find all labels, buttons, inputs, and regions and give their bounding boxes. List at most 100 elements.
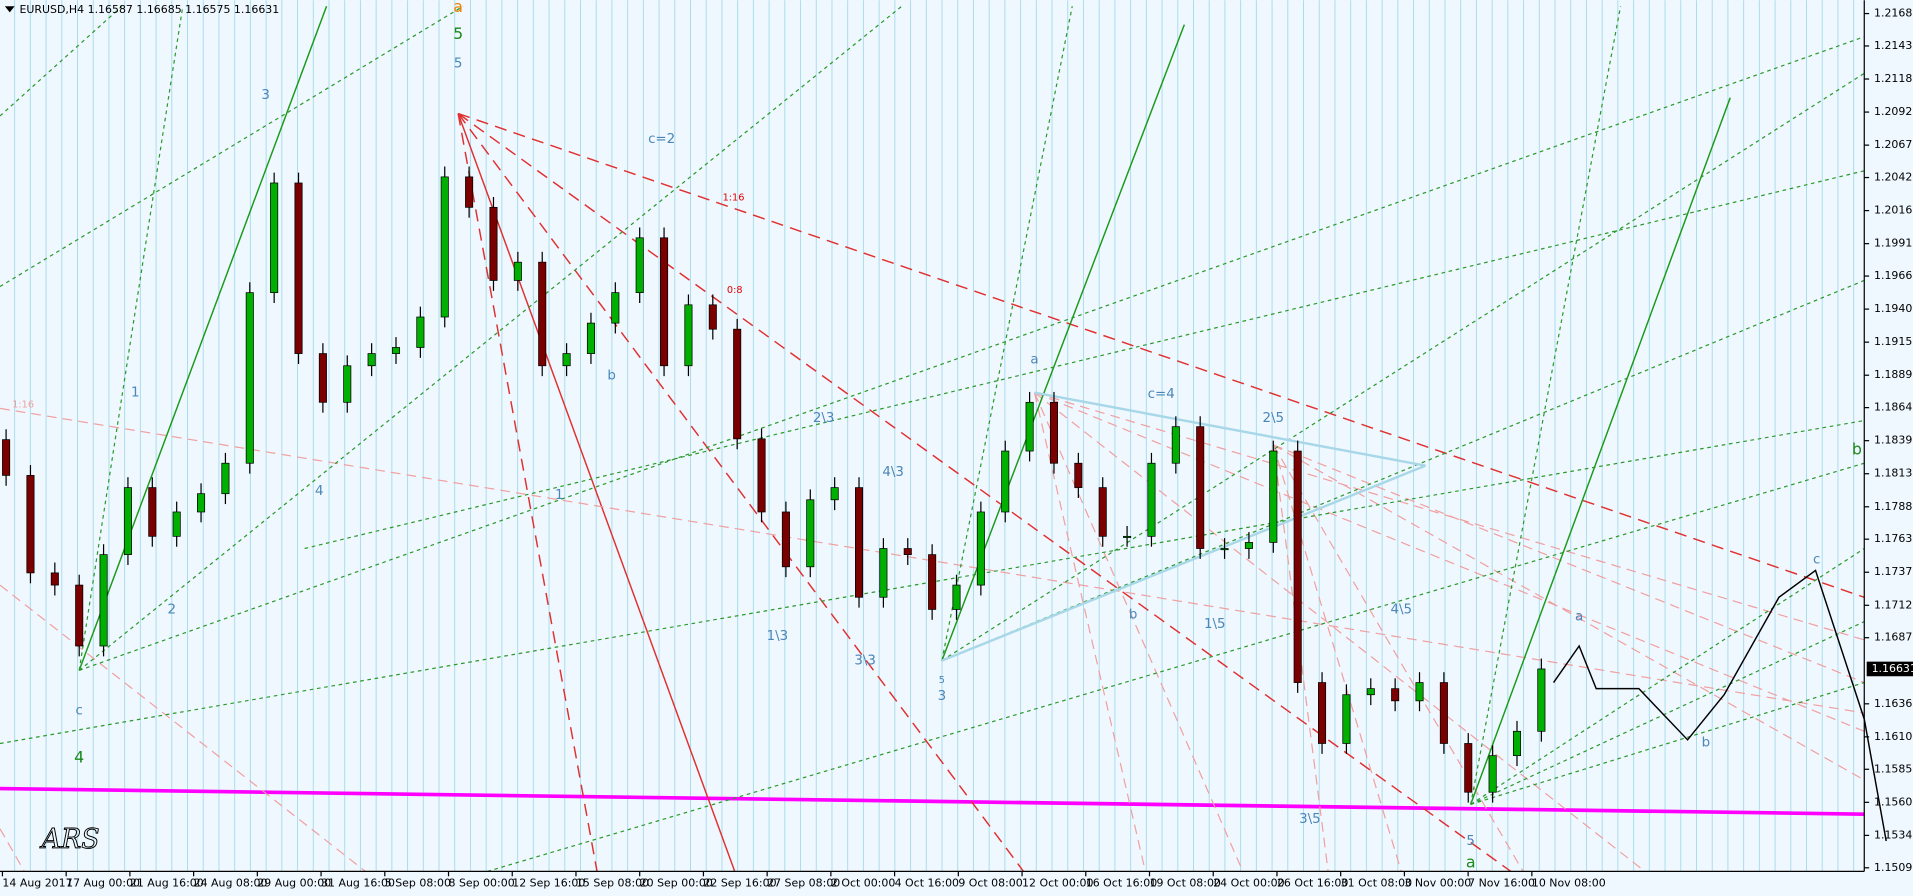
x-tick-label: 29 Aug 00:00 <box>257 877 331 890</box>
y-tick-label: 1.21687 <box>1874 7 1913 20</box>
candle-body <box>684 304 693 367</box>
candle-body <box>903 548 912 555</box>
candle-body <box>513 261 522 281</box>
y-tick-label: 1.18137 <box>1874 467 1913 480</box>
wave-label: b <box>1702 735 1711 750</box>
y-tick-label: 1.17882 <box>1874 500 1913 513</box>
candle-body <box>1147 462 1156 537</box>
candle-body <box>1342 694 1351 744</box>
projection-path <box>1552 569 1887 842</box>
wave-label: 1\3 <box>767 629 789 644</box>
candle-body <box>1512 730 1522 757</box>
candle-body <box>391 347 401 354</box>
candle-body <box>489 206 498 281</box>
y-tick-label: 1.19407 <box>1874 302 1913 315</box>
candles <box>2 166 1546 803</box>
candle-body <box>148 487 157 537</box>
wave-label: a <box>1466 852 1476 871</box>
candle-body <box>416 316 425 348</box>
wave-label: b <box>1852 439 1862 458</box>
y-tick-label: 1.15097 <box>1874 861 1913 874</box>
x-tick-label: 7 Nov 16:00 <box>1468 877 1535 890</box>
wave-label: 1 <box>555 488 564 503</box>
y-tick-label: 1.18647 <box>1874 401 1913 414</box>
candle-body <box>855 487 864 598</box>
candle-body <box>538 261 547 367</box>
candle-body <box>99 554 108 647</box>
y-tick-label: 1.17377 <box>1874 565 1913 578</box>
candle-body <box>245 292 254 464</box>
candle-body <box>928 554 937 610</box>
candle-body <box>611 292 620 324</box>
x-tick-label: 19 Oct 08:00 <box>1150 877 1221 890</box>
candle-body <box>221 462 230 495</box>
candle-body <box>1537 668 1546 732</box>
wave-label: 3\5 <box>1299 812 1321 827</box>
candle-body <box>172 511 181 537</box>
chart-title: EURUSD,H4 1.16587 1.16685 1.16575 1.1663… <box>19 3 279 16</box>
candle-body <box>50 572 59 586</box>
wave-label: a <box>1030 353 1038 368</box>
candle-body <box>1171 426 1180 464</box>
wave-label: 5 <box>939 675 945 686</box>
candle-body <box>830 487 839 501</box>
candle-body <box>952 584 961 610</box>
candle-body <box>1488 755 1497 793</box>
wave-label: a <box>453 0 463 16</box>
wave-label: c <box>1813 552 1820 567</box>
wave-label: 5 <box>454 57 463 72</box>
y-tick-label: 1.18897 <box>1874 368 1913 381</box>
candle-body <box>440 176 449 318</box>
trend-lines <box>0 5 1887 873</box>
x-tick-label: 20 Sep 00:00 <box>640 877 713 890</box>
candle-body <box>1220 548 1229 551</box>
x-tick-label: 21 Aug 16:00 <box>130 877 204 890</box>
y-tick-label: 1.16362 <box>1874 697 1913 710</box>
candle-body <box>1415 682 1424 702</box>
candle-body <box>879 548 888 598</box>
candle-body <box>1025 401 1034 452</box>
candle-body <box>757 438 766 513</box>
candle-body <box>1244 542 1253 549</box>
y-tick-label: 1.16872 <box>1874 631 1913 644</box>
y-tick-label: 1.20422 <box>1874 171 1913 184</box>
x-tick-label: 27 Sep 08:00 <box>767 877 840 890</box>
candle-body <box>2 439 11 476</box>
candle-body <box>1074 462 1083 488</box>
x-tick-label: 10 Nov 08:00 <box>1532 877 1606 890</box>
wave-label: c <box>76 704 83 719</box>
candle-body <box>586 322 595 354</box>
wave-label: 4 <box>315 484 324 499</box>
menu-arrow <box>4 6 15 13</box>
red-fan <box>457 112 1865 873</box>
x-tick-label: 16 Oct 16:00 <box>1086 877 1157 890</box>
candle-body <box>976 511 985 586</box>
wave-label: b <box>607 369 616 384</box>
candle-body <box>367 353 376 367</box>
wave-label: 0:8 <box>727 285 743 296</box>
candle-body <box>1098 487 1107 537</box>
wave-label: 5 <box>453 24 463 43</box>
candle-body <box>806 499 815 568</box>
candle-body <box>270 182 279 294</box>
y-tick-label: 1.19912 <box>1874 237 1913 250</box>
candle-body <box>1391 688 1400 702</box>
x-tick-label: 31 Aug 16:00 <box>321 877 395 890</box>
x-tick-label: 9 Oct 08:00 <box>958 877 1022 890</box>
candle-body <box>294 182 303 354</box>
current-price-label: 1.16631 <box>1872 662 1913 675</box>
red-line <box>457 113 736 872</box>
x-tick-label: 5 Sep 08:00 <box>385 877 451 890</box>
x-tick-label: 15 Sep 08:00 <box>576 877 649 890</box>
support-line <box>0 786 1865 816</box>
candle-body <box>26 475 35 574</box>
candle-body <box>1001 450 1010 513</box>
candle-body <box>708 304 717 330</box>
candle-body <box>465 176 474 208</box>
x-tick-label: 12 Sep 16:00 <box>512 877 585 890</box>
wave-label: c=2 <box>648 132 675 147</box>
candle-body <box>1464 743 1473 793</box>
wave-label: 5 <box>1466 834 1475 849</box>
